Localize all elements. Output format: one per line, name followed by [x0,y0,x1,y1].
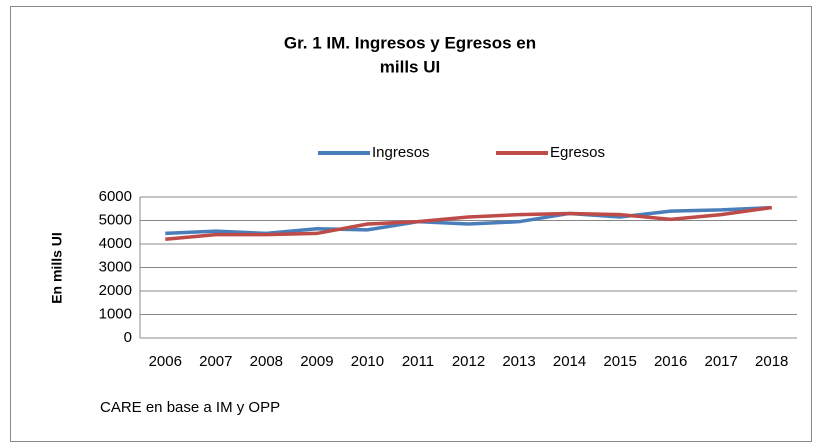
legend-label: Egresos [550,144,605,161]
y-tick-label: 1000 [99,305,132,322]
legend-label: Ingresos [372,144,430,161]
x-tick-label: 2011 [402,353,434,370]
y-tick-label: 6000 [99,188,132,205]
chart-title: mills UI [380,57,440,76]
x-tick-label: 2017 [705,353,738,370]
y-tick-label: 2000 [99,282,132,299]
x-tick-label: 2006 [149,353,182,370]
x-tick-label: 2018 [755,353,788,370]
x-tick-label: 2015 [603,353,636,370]
y-tick-label: 3000 [99,258,132,275]
series-line [165,205,772,242]
y-tick-label: 5000 [99,211,132,228]
x-tick-label: 2012 [452,353,485,370]
x-tick-label: 2014 [553,353,586,370]
x-tick-label: 2007 [199,353,232,370]
x-tick-label: 2013 [502,353,535,370]
source-note: CARE en base a IM y OPP [100,399,280,416]
chart-title: Gr. 1 IM. Ingresos y Egresos en [284,33,536,52]
x-tick-label: 2010 [351,353,384,370]
x-tick-label: 2009 [300,353,333,370]
x-tick-label: 2016 [654,353,687,370]
y-axis-title: En mills UI [49,232,65,304]
y-tick-label: 4000 [99,235,132,252]
y-tick-label: 0 [124,329,132,346]
x-tick-label: 2008 [250,353,283,370]
